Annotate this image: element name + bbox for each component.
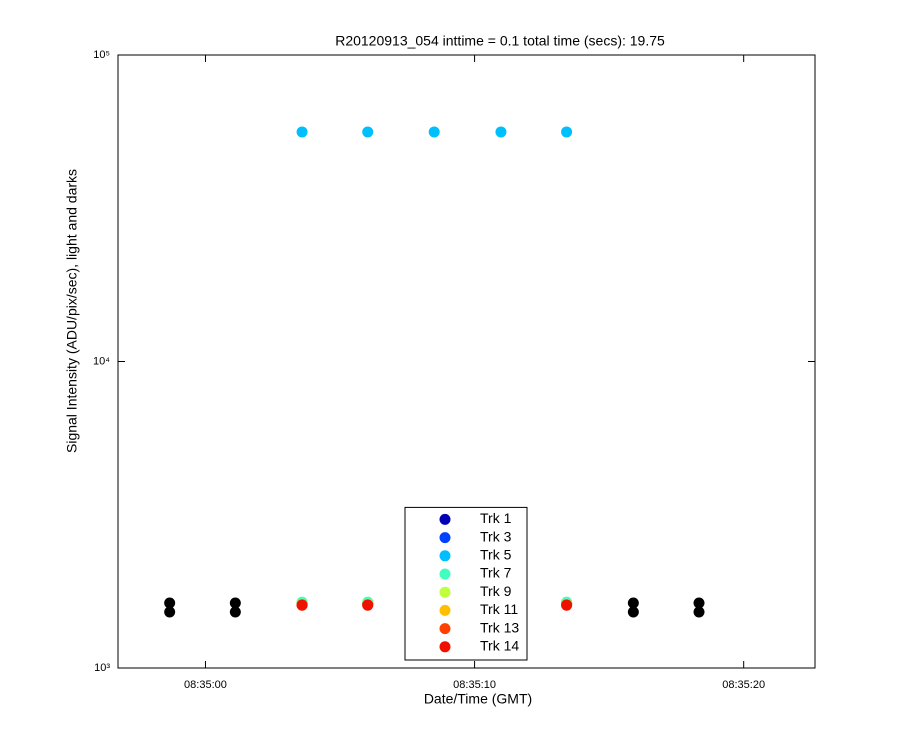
point — [428, 126, 440, 138]
point — [561, 126, 573, 138]
legend-label: Trk 1 — [480, 510, 512, 526]
legend-box — [404, 506, 528, 661]
point — [362, 599, 374, 611]
legend-marker — [439, 623, 451, 635]
point — [495, 126, 507, 138]
y-tick-label: 10³ — [94, 662, 110, 674]
legend-label: Trk 11 — [480, 601, 518, 617]
point — [693, 606, 705, 618]
legend-marker — [439, 513, 451, 525]
legend-label: Trk 9 — [480, 583, 512, 599]
point — [164, 597, 176, 609]
legend-marker — [439, 568, 451, 580]
x-axis-label: Date/Time (GMT) — [424, 691, 532, 707]
point — [296, 126, 308, 138]
x-tick-label: 08:35:00 — [184, 679, 227, 691]
chart-title: R20120913_054 inttime = 0.1 total time (… — [335, 33, 665, 49]
point — [229, 597, 241, 609]
x-tick-label: 08:35:10 — [453, 679, 496, 691]
legend-marker — [439, 586, 451, 598]
legend-label: Trk 7 — [480, 565, 512, 581]
point — [296, 599, 308, 611]
point — [362, 126, 374, 138]
y-tick-label: 10⁵ — [93, 49, 110, 61]
legend-label: Trk 13 — [480, 619, 519, 635]
point — [627, 606, 639, 618]
point — [693, 597, 705, 609]
legend-marker — [439, 604, 451, 616]
y-axis-label: Signal Intensity (ADU/pix/sec), light an… — [64, 169, 80, 453]
point — [164, 606, 176, 618]
point — [627, 597, 639, 609]
x-tick-label: 08:35:20 — [722, 679, 765, 691]
legend: Trk 1 Trk 3 Trk 5 Trk 7 Trk 9 Trk 11 Trk 13 Trk… — [404, 506, 528, 661]
legend-marker — [439, 532, 451, 544]
y-tick-label: 10⁴ — [93, 355, 110, 367]
point — [229, 606, 241, 618]
legend-marker — [439, 550, 451, 562]
point — [561, 599, 573, 611]
legend-label: Trk 5 — [480, 547, 512, 563]
legend-label: Trk 14 — [480, 638, 519, 654]
legend-label: Trk 3 — [480, 528, 512, 544]
legend-marker — [439, 641, 451, 653]
